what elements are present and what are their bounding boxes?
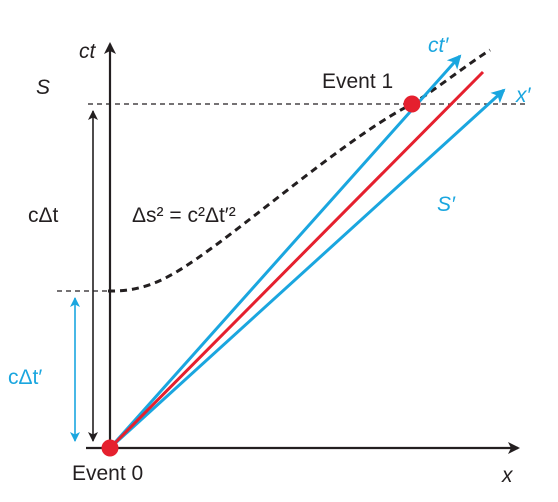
x-prime-axis [108,88,506,450]
ct-prime-axis-label: ct′ [428,34,449,57]
c-delta-t-prime-label: cΔt′ [8,366,42,389]
event-0-dot [101,439,119,457]
event-1-label: Event 1 [322,70,393,93]
ct-axis-label: ct [79,40,97,63]
interval-equation: Δs² = c²Δt′² [132,204,236,227]
invariant-hyperbola [107,48,491,293]
ct-prime-axis [108,54,462,449]
worldline [108,70,485,450]
event-0-label: Event 0 [72,462,143,485]
frame-s-prime-label: S′ [437,193,456,216]
x-prime-axis-label: x′ [515,84,532,107]
x-axis-label: x [501,464,514,487]
frame-s-label: S [36,76,50,99]
event-1-dot [403,95,421,113]
c-delta-t-label: cΔt [28,204,59,227]
